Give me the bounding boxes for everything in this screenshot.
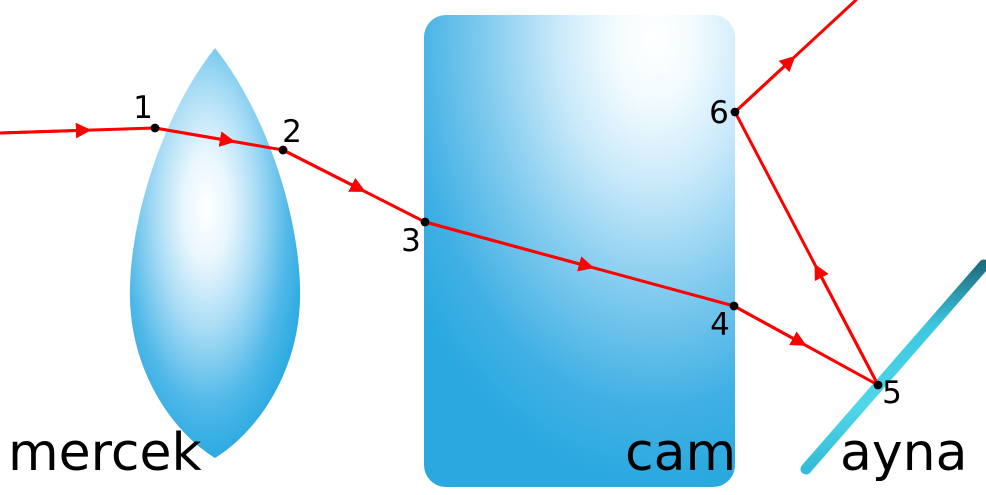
ray-point-6 (730, 107, 740, 117)
point-label-1: 1 (133, 90, 153, 126)
mirror-shape (800, 259, 986, 475)
glass-block-object (424, 15, 735, 487)
object-labels: mercek cam ayna (8, 423, 967, 483)
point-label-5: 5 (882, 375, 902, 411)
ray-arrow-glass-to-mirror (732, 304, 807, 346)
point-label-6: 6 (709, 95, 729, 131)
point-labels: 1 2 3 4 5 6 (133, 90, 902, 411)
mirror-object (800, 259, 986, 475)
glass-block-label: cam (625, 423, 736, 483)
light-ray-path (0, 0, 880, 387)
ray-point-3 (420, 217, 430, 227)
ray-point-2 (278, 145, 288, 155)
lens-shape (129, 48, 301, 458)
lens-object (129, 48, 301, 458)
ray-arrow-exit (733, 55, 796, 114)
ray-point-4 (729, 301, 739, 311)
ray-points (150, 107, 883, 390)
ray-arrow-inside-lens (153, 126, 236, 147)
ray-arrow-lens-to-glass (281, 148, 366, 192)
point-label-4: 4 (710, 307, 730, 343)
ray-point-1 (150, 123, 160, 133)
point-label-2: 2 (282, 114, 302, 150)
ray-arrow-inside-glass (423, 220, 595, 272)
ray-arrow-reflected-to-glass (814, 263, 880, 387)
ray-point-5 (873, 380, 883, 390)
glass-block-shape (424, 15, 735, 487)
mirror-label: ayna (840, 423, 967, 483)
ray-arrow-incident (0, 122, 92, 139)
lens-label: mercek (8, 423, 202, 483)
point-label-3: 3 (401, 223, 421, 259)
